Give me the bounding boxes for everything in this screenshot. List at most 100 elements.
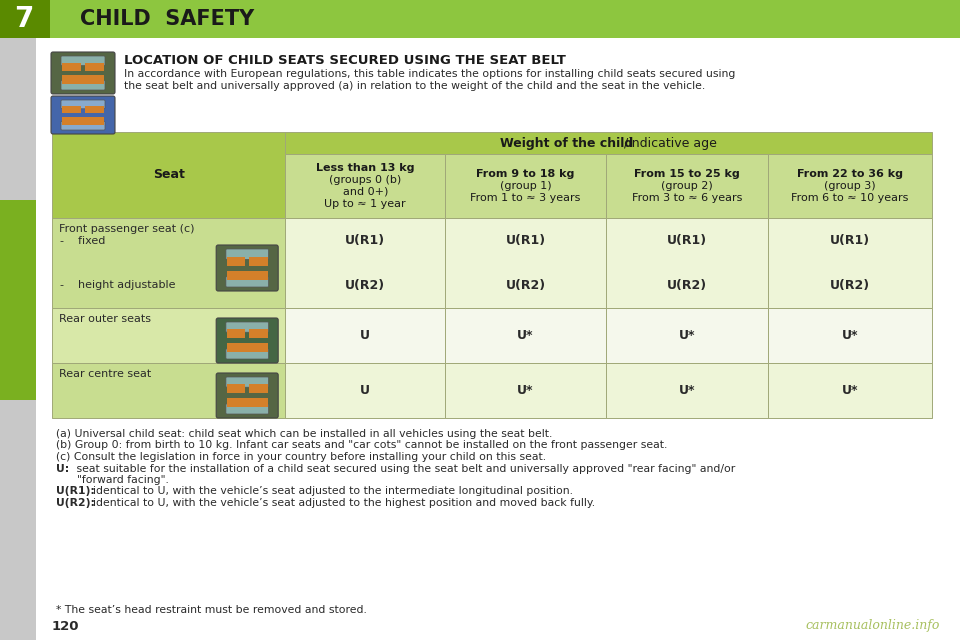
Text: U(R1): U(R1) — [830, 234, 870, 247]
FancyBboxPatch shape — [226, 349, 269, 359]
Bar — [285, 154, 445, 218]
Text: 120: 120 — [52, 620, 80, 632]
Text: Up to ≈ 1 year: Up to ≈ 1 year — [324, 199, 406, 209]
Text: -    height adjustable: - height adjustable — [60, 280, 176, 291]
Bar — [61, 106, 81, 113]
Bar — [227, 330, 245, 339]
Text: (a) Universal child seat: child seat which can be installed in all vehicles usin: (a) Universal child seat: child seat whi… — [56, 429, 552, 439]
Text: (group 2): (group 2) — [661, 181, 712, 191]
Bar — [61, 117, 105, 125]
Bar — [0, 0, 960, 38]
Bar — [227, 257, 245, 266]
Text: U*: U* — [517, 384, 534, 397]
Polygon shape — [50, 0, 66, 38]
Text: From 6 to ≈ 10 years: From 6 to ≈ 10 years — [791, 193, 909, 203]
Text: U*: U* — [517, 329, 534, 342]
Bar — [85, 106, 105, 113]
Text: U(R2): U(R2) — [346, 279, 385, 292]
Bar — [445, 363, 606, 418]
Bar — [52, 308, 285, 363]
Text: U(R2):: U(R2): — [56, 498, 95, 508]
Bar — [250, 257, 268, 266]
Bar — [0, 38, 36, 640]
Bar — [285, 132, 932, 154]
Text: identical to U, with the vehicle’s seat adjusted to the highest position and mov: identical to U, with the vehicle’s seat … — [86, 498, 595, 508]
FancyBboxPatch shape — [226, 404, 269, 414]
Text: From 15 to 25 kg: From 15 to 25 kg — [634, 169, 740, 179]
Text: Weight of the child: Weight of the child — [500, 136, 634, 150]
Text: seat suitable for the installation of a child seat secured using the seat belt a: seat suitable for the installation of a … — [66, 463, 735, 474]
Bar — [768, 218, 932, 308]
Text: U*: U* — [842, 384, 858, 397]
Bar — [52, 132, 285, 218]
Text: (b) Group 0: from birth to 10 kg. Infant car seats and "car cots" cannot be inst: (b) Group 0: from birth to 10 kg. Infant… — [56, 440, 667, 451]
Text: (groups 0 (b): (groups 0 (b) — [329, 175, 401, 185]
Text: U(R1):: U(R1): — [56, 486, 95, 497]
Bar — [445, 308, 606, 363]
Text: In accordance with European regulations, this table indicates the options for in: In accordance with European regulations,… — [124, 69, 735, 79]
Bar — [85, 63, 105, 71]
Bar — [285, 363, 445, 418]
FancyBboxPatch shape — [226, 322, 269, 332]
FancyBboxPatch shape — [226, 276, 269, 287]
Text: 7: 7 — [14, 5, 34, 33]
Text: U:: U: — [56, 463, 69, 474]
Text: Front passenger seat (c): Front passenger seat (c) — [59, 224, 195, 234]
FancyBboxPatch shape — [216, 373, 278, 418]
Text: From 9 to 18 kg: From 9 to 18 kg — [476, 169, 575, 179]
Bar — [61, 76, 105, 84]
Text: U(R1): U(R1) — [505, 234, 545, 247]
Text: U*: U* — [842, 329, 858, 342]
Text: /indicative age: /indicative age — [624, 136, 717, 150]
Text: U*: U* — [679, 384, 695, 397]
Bar — [250, 385, 268, 394]
Text: (group 3): (group 3) — [825, 181, 876, 191]
FancyBboxPatch shape — [51, 52, 115, 94]
Bar — [445, 218, 606, 308]
FancyBboxPatch shape — [216, 245, 278, 291]
Bar — [61, 63, 81, 71]
Text: * The seat’s head restraint must be removed and stored.: * The seat’s head restraint must be remo… — [56, 605, 367, 615]
Bar — [227, 398, 268, 407]
Text: -    fixed: - fixed — [60, 236, 106, 246]
Text: the seat belt and universally approved (a) in relation to the weight of the chil: the seat belt and universally approved (… — [124, 81, 706, 91]
FancyBboxPatch shape — [61, 81, 105, 90]
Bar — [768, 363, 932, 418]
FancyBboxPatch shape — [61, 100, 105, 109]
FancyBboxPatch shape — [226, 249, 269, 259]
Text: identical to U, with the vehicle’s seat adjusted to the intermediate longitudina: identical to U, with the vehicle’s seat … — [86, 486, 573, 497]
Bar — [606, 154, 768, 218]
Text: U(R1): U(R1) — [667, 234, 707, 247]
Text: U(R2): U(R2) — [830, 279, 870, 292]
FancyBboxPatch shape — [226, 377, 269, 387]
Bar — [768, 308, 932, 363]
FancyBboxPatch shape — [216, 318, 278, 363]
FancyBboxPatch shape — [61, 121, 105, 130]
Bar — [285, 308, 445, 363]
Text: U(R2): U(R2) — [667, 279, 707, 292]
Bar — [606, 363, 768, 418]
Bar — [52, 218, 285, 308]
Text: Less than 13 kg: Less than 13 kg — [316, 163, 415, 173]
Text: U(R1): U(R1) — [346, 234, 385, 247]
Text: U: U — [360, 329, 371, 342]
Bar — [227, 271, 268, 280]
Text: U(R2): U(R2) — [505, 279, 545, 292]
Bar — [606, 218, 768, 308]
Bar — [445, 154, 606, 218]
Bar — [250, 330, 268, 339]
Text: (group 1): (group 1) — [499, 181, 551, 191]
Bar — [606, 308, 768, 363]
Bar — [227, 343, 268, 352]
Text: (c) Consult the legislation in force in your country before installing your chil: (c) Consult the legislation in force in … — [56, 452, 546, 462]
Text: CHILD  SAFETY: CHILD SAFETY — [80, 9, 254, 29]
Text: "forward facing".: "forward facing". — [56, 475, 169, 485]
Bar — [0, 0, 50, 38]
Text: and 0+): and 0+) — [343, 187, 388, 197]
Text: LOCATION OF CHILD SEATS SECURED USING THE SEAT BELT: LOCATION OF CHILD SEATS SECURED USING TH… — [124, 54, 565, 67]
Bar — [768, 154, 932, 218]
FancyBboxPatch shape — [61, 56, 105, 66]
Text: From 1 to ≈ 3 years: From 1 to ≈ 3 years — [470, 193, 581, 203]
Text: Rear outer seats: Rear outer seats — [59, 314, 151, 324]
Text: carmanualonline.info: carmanualonline.info — [805, 620, 940, 632]
